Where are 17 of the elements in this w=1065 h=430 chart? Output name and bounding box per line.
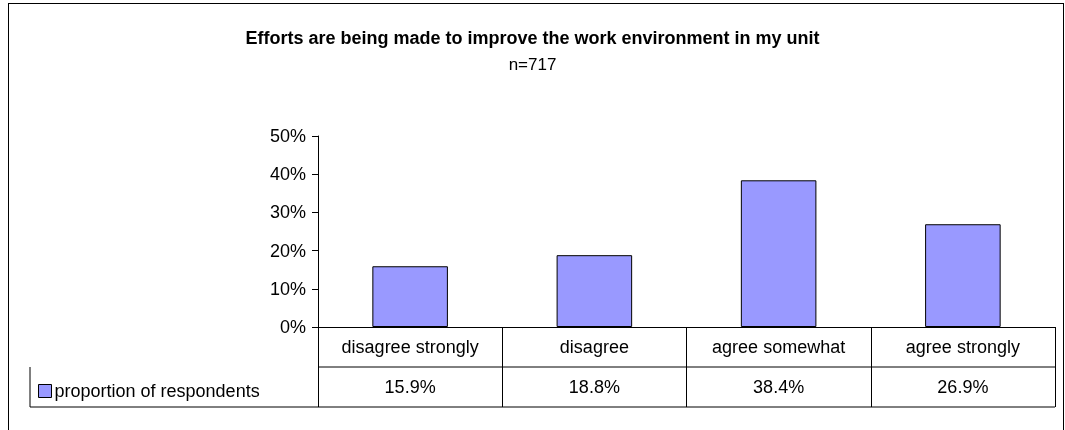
legend-label: proportion of respondents — [54, 381, 260, 401]
x-tick-label: agree strongly — [905, 337, 1020, 357]
y-tick-label: 0% — [279, 317, 306, 337]
chart-subtitle: n=717 — [508, 55, 557, 74]
y-tick-label: 10% — [269, 278, 306, 299]
data-label: 18.8% — [568, 377, 620, 397]
data-label: 15.9% — [384, 377, 436, 397]
x-tick-label: disagree — [559, 337, 629, 357]
data-label: 26.9% — [937, 377, 989, 397]
data-label: 38.4% — [753, 377, 805, 397]
x-tick-label: disagree strongly — [341, 337, 479, 357]
y-tick-label: 50% — [269, 126, 306, 146]
y-tick-label: 30% — [269, 202, 306, 223]
y-tick-label: 20% — [269, 240, 306, 261]
y-tick-label: 40% — [269, 164, 306, 185]
chart-title: Efforts are being made to improve the work environment in my unit — [245, 28, 820, 48]
x-tick-label: agree somewhat — [712, 337, 846, 357]
